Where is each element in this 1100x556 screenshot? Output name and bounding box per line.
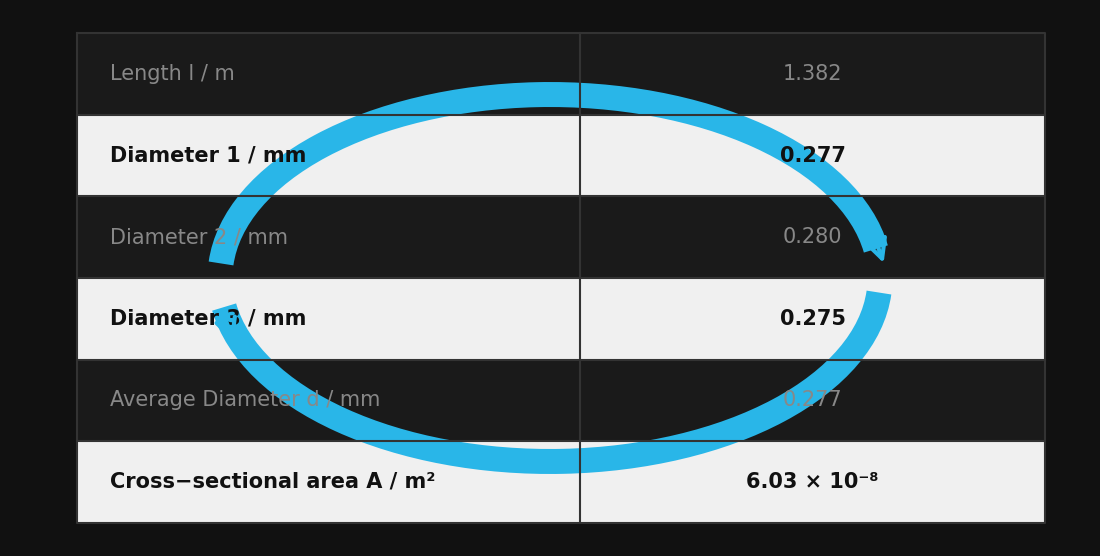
FancyBboxPatch shape <box>77 278 581 360</box>
Text: 0.277: 0.277 <box>780 146 846 166</box>
FancyBboxPatch shape <box>77 441 581 523</box>
FancyBboxPatch shape <box>581 441 1045 523</box>
Text: 1.382: 1.382 <box>783 64 843 84</box>
Text: Diameter 1 / mm: Diameter 1 / mm <box>110 146 307 166</box>
FancyBboxPatch shape <box>581 360 1045 441</box>
Text: Diameter 2 / mm: Diameter 2 / mm <box>110 227 288 247</box>
FancyBboxPatch shape <box>581 196 1045 278</box>
FancyBboxPatch shape <box>581 278 1045 360</box>
Text: 0.280: 0.280 <box>783 227 843 247</box>
Text: 6.03 × 10⁻⁸: 6.03 × 10⁻⁸ <box>747 472 879 492</box>
FancyBboxPatch shape <box>581 115 1045 196</box>
FancyBboxPatch shape <box>77 115 581 196</box>
Text: Length l / m: Length l / m <box>110 64 234 84</box>
FancyBboxPatch shape <box>581 33 1045 115</box>
FancyBboxPatch shape <box>77 360 581 441</box>
Text: Average Diameter d / mm: Average Diameter d / mm <box>110 390 381 410</box>
FancyBboxPatch shape <box>77 196 581 278</box>
Text: 0.275: 0.275 <box>780 309 846 329</box>
FancyBboxPatch shape <box>77 33 581 115</box>
Text: 0.277: 0.277 <box>783 390 843 410</box>
Text: Diameter 3 / mm: Diameter 3 / mm <box>110 309 307 329</box>
Text: Cross−sectional area A / m²: Cross−sectional area A / m² <box>110 472 436 492</box>
